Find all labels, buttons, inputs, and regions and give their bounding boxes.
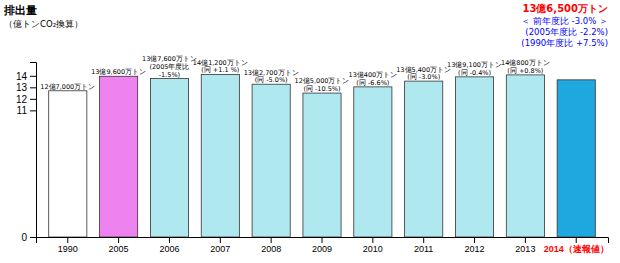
y-tick: 13 (16, 82, 36, 93)
y-tick-mark (30, 237, 36, 238)
x-tick-label: 2011 (414, 244, 433, 254)
value-label: 13億9,600万トン (91, 68, 146, 76)
x-tick: 2009 (312, 237, 332, 254)
x-tick-mark (271, 237, 272, 243)
x-tick-mark (372, 237, 373, 243)
y-tick: 0 (21, 232, 36, 243)
y-tick-mark (30, 76, 36, 77)
bar (49, 91, 87, 237)
annotations: 13億6,500万トン ＜ 前年度比 -3.0% ＞(2005年度比 -2.2%)… (521, 3, 608, 48)
x-tick: 2013 (515, 237, 535, 254)
annotation: (1990年度比 +7.5%) (521, 38, 608, 48)
y-tick-mark (30, 99, 36, 100)
value-label-line: (同 +0.8%) (507, 67, 543, 75)
value-label-line: (同 -5.0%) (255, 76, 288, 84)
bar (557, 80, 595, 237)
x-tick-mark (576, 237, 577, 243)
x-axis-line (37, 238, 609, 244)
y-tick: 11 (17, 105, 36, 116)
x-tick-mark (322, 237, 323, 243)
x-tick-label: 2014（速報値） (544, 244, 609, 254)
y-axis: 0 11121314 (16, 63, 37, 243)
y-tick-label: 0 (21, 232, 27, 243)
value-label: 13億2,700万トン(同 -5.0%) (244, 69, 299, 85)
bar (506, 75, 544, 237)
x-tick-mark (525, 237, 526, 243)
value-label: 13億7,600万トン(2005年度比-1.5%) (142, 55, 197, 78)
annotation: 13億6,500万トン (522, 3, 608, 14)
x-tick-label: 2005 (109, 244, 129, 254)
x-tick: 2010 (363, 237, 383, 254)
x-tick-mark (220, 237, 221, 243)
value-label-line: (同 -3.0%) (407, 73, 440, 81)
bar (201, 74, 239, 237)
bar (303, 93, 341, 237)
bar (405, 81, 443, 237)
value-label-line: 12億7,000万トン (40, 83, 95, 91)
annotation: ＜ 前年度比 -3.0% ＞ (521, 16, 608, 26)
y-tick-label: 12 (16, 94, 28, 105)
value-label-line: 13億9,600万トン (91, 68, 146, 76)
y-axis-line (30, 63, 37, 238)
bar (100, 76, 138, 237)
x-tick-label: 2010 (363, 244, 383, 254)
x-tick-label: 2006 (159, 244, 179, 254)
y-tick-label: 14 (16, 71, 28, 82)
value-labels: 12億7,000万トン 13億9,600万トン13億7,600万トン(2005年度… (40, 55, 549, 93)
x-tick: 2007 (210, 237, 230, 254)
y-tick-mark (30, 87, 36, 88)
y-tick: 12 (16, 94, 36, 105)
value-label-line: (同 -6.6%) (356, 79, 389, 87)
bar (354, 87, 392, 237)
y-tick-label: 11 (17, 105, 28, 116)
x-tick: 2008 (261, 237, 281, 254)
x-axis: 1990 2005 2006 2007 2008 2009 2010 2011 2012 2013… (37, 237, 609, 254)
x-tick-label: 2013 (515, 244, 535, 254)
value-label: 14億800万トン(同 +0.8%) (501, 59, 550, 75)
x-tick-label: 1990 (58, 244, 78, 254)
x-tick: 2012 (465, 237, 485, 254)
x-tick: 2011 (414, 237, 433, 254)
bars (49, 74, 596, 237)
value-label-line: -1.5%) (159, 71, 180, 79)
x-tick-label: 2008 (261, 244, 281, 254)
chart: 0 11121314 1990 2005 2006 2007 2008 2009 2010 201… (0, 0, 620, 263)
bar (252, 84, 290, 237)
value-label-line: (同 -10.5%) (303, 85, 340, 93)
x-tick: 2006 (159, 237, 179, 254)
x-tick-mark (67, 237, 68, 243)
x-tick-mark (118, 237, 119, 243)
x-tick-mark (474, 237, 475, 243)
value-label: 14億1,200万トン(同 +1.1 %) (193, 59, 248, 75)
value-label: 13億400万トン(同 -6.6%) (349, 71, 398, 87)
x-tick: 2014（速報値） (544, 237, 609, 254)
x-tick-label: 2009 (312, 244, 332, 254)
x-tick: 1990 (58, 237, 78, 254)
value-label: 12億5,000万トン(同 -10.5%) (295, 77, 350, 93)
x-tick-mark (423, 237, 424, 243)
x-tick-label: 2007 (210, 244, 230, 254)
x-tick-mark (169, 237, 170, 243)
y-label-unit: （億トンCO₂換算） (4, 19, 83, 29)
x-tick-label: 2012 (465, 244, 485, 254)
y-tick-label: 13 (16, 82, 28, 93)
value-label: 13億9,100万トン(同 -0.4%) (447, 61, 502, 77)
annotation: (2005年度比 -2.2%) (525, 27, 608, 37)
y-tick: 14 (16, 71, 36, 82)
x-tick: 2005 (109, 237, 129, 254)
bar (455, 77, 493, 237)
value-label-line: (同 -0.4%) (458, 69, 491, 77)
bar (150, 79, 188, 237)
value-label-line: (同 +1.1 %) (201, 66, 239, 74)
value-label: 12億7,000万トン (40, 83, 95, 91)
y-tick-mark (30, 110, 36, 111)
y-label: 排出量 (3, 4, 37, 17)
value-label: 13億5,400万トン(同 -3.0%) (396, 66, 451, 82)
